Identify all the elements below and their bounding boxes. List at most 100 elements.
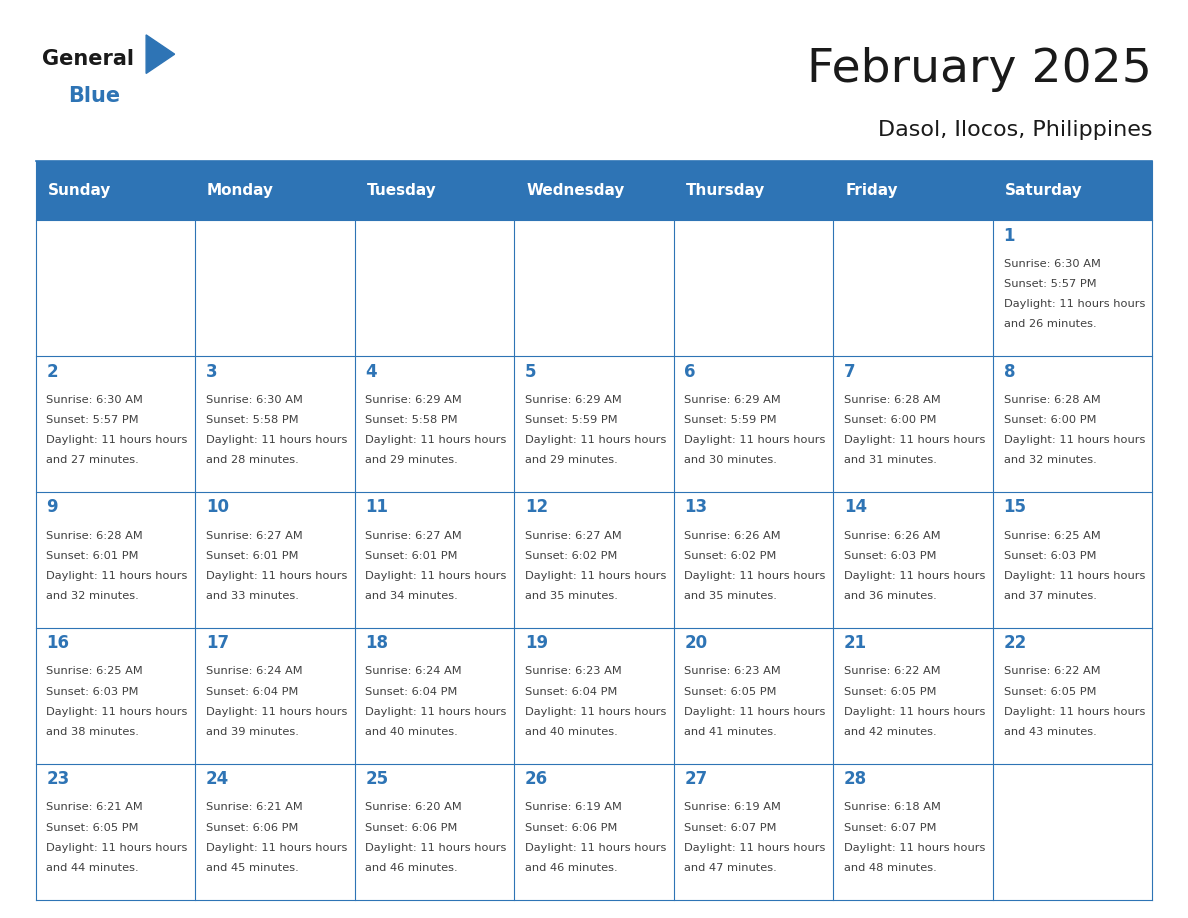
Text: Sunrise: 6:23 AM: Sunrise: 6:23 AM xyxy=(525,666,621,677)
Bar xyxy=(195,492,355,628)
Text: Daylight: 11 hours hours: Daylight: 11 hours hours xyxy=(843,435,985,445)
Text: and 35 minutes.: and 35 minutes. xyxy=(525,591,618,601)
Text: General: General xyxy=(42,49,133,69)
Text: 25: 25 xyxy=(366,770,388,789)
Text: 24: 24 xyxy=(206,770,229,789)
Bar xyxy=(195,161,355,220)
Text: Sunrise: 6:29 AM: Sunrise: 6:29 AM xyxy=(366,395,462,405)
Text: Sunrise: 6:28 AM: Sunrise: 6:28 AM xyxy=(843,395,941,405)
Text: Sunset: 6:04 PM: Sunset: 6:04 PM xyxy=(206,687,298,697)
Bar xyxy=(674,161,833,220)
Bar xyxy=(36,356,195,492)
Text: and 35 minutes.: and 35 minutes. xyxy=(684,591,777,601)
Text: Sunset: 6:02 PM: Sunset: 6:02 PM xyxy=(684,551,777,561)
Text: Sunrise: 6:21 AM: Sunrise: 6:21 AM xyxy=(206,802,303,812)
Text: Sunrise: 6:26 AM: Sunrise: 6:26 AM xyxy=(684,531,781,541)
Text: and 46 minutes.: and 46 minutes. xyxy=(525,863,618,873)
Text: Daylight: 11 hours hours: Daylight: 11 hours hours xyxy=(206,571,347,581)
Text: Daylight: 11 hours hours: Daylight: 11 hours hours xyxy=(206,707,347,717)
Text: Daylight: 11 hours hours: Daylight: 11 hours hours xyxy=(843,571,985,581)
Text: and 46 minutes.: and 46 minutes. xyxy=(366,863,459,873)
Bar xyxy=(195,628,355,764)
Text: Sunrise: 6:24 AM: Sunrise: 6:24 AM xyxy=(206,666,303,677)
Text: Sunset: 6:01 PM: Sunset: 6:01 PM xyxy=(206,551,298,561)
Text: Sunrise: 6:21 AM: Sunrise: 6:21 AM xyxy=(46,802,143,812)
Text: 21: 21 xyxy=(843,634,867,653)
Text: Sunrise: 6:26 AM: Sunrise: 6:26 AM xyxy=(843,531,941,541)
Text: and 48 minutes.: and 48 minutes. xyxy=(843,863,937,873)
Text: 19: 19 xyxy=(525,634,548,653)
Text: Sunset: 6:03 PM: Sunset: 6:03 PM xyxy=(46,687,139,697)
Text: Sunset: 6:01 PM: Sunset: 6:01 PM xyxy=(46,551,139,561)
Text: Sunrise: 6:19 AM: Sunrise: 6:19 AM xyxy=(684,802,782,812)
Text: and 45 minutes.: and 45 minutes. xyxy=(206,863,298,873)
Text: Sunset: 6:07 PM: Sunset: 6:07 PM xyxy=(684,823,777,833)
Text: Dasol, Ilocos, Philippines: Dasol, Ilocos, Philippines xyxy=(878,119,1152,140)
Text: Sunset: 6:05 PM: Sunset: 6:05 PM xyxy=(1004,687,1097,697)
Text: Sunrise: 6:28 AM: Sunrise: 6:28 AM xyxy=(46,531,143,541)
Bar xyxy=(993,492,1152,628)
Text: Monday: Monday xyxy=(207,183,274,198)
Text: Sunrise: 6:18 AM: Sunrise: 6:18 AM xyxy=(843,802,941,812)
Text: Sunrise: 6:27 AM: Sunrise: 6:27 AM xyxy=(206,531,303,541)
Text: and 39 minutes.: and 39 minutes. xyxy=(206,727,298,737)
Text: Daylight: 11 hours hours: Daylight: 11 hours hours xyxy=(46,843,188,853)
Bar xyxy=(355,161,514,220)
Text: Sunset: 6:05 PM: Sunset: 6:05 PM xyxy=(684,687,777,697)
Bar xyxy=(355,764,514,900)
Text: 17: 17 xyxy=(206,634,229,653)
Text: Sunset: 6:03 PM: Sunset: 6:03 PM xyxy=(1004,551,1097,561)
Text: 28: 28 xyxy=(843,770,867,789)
Text: 27: 27 xyxy=(684,770,708,789)
Text: and 29 minutes.: and 29 minutes. xyxy=(525,455,618,465)
Text: 15: 15 xyxy=(1004,498,1026,517)
Bar xyxy=(36,764,195,900)
Text: and 30 minutes.: and 30 minutes. xyxy=(684,455,777,465)
Bar xyxy=(514,356,674,492)
Text: Daylight: 11 hours hours: Daylight: 11 hours hours xyxy=(206,843,347,853)
Text: Sunset: 6:06 PM: Sunset: 6:06 PM xyxy=(206,823,298,833)
Text: 26: 26 xyxy=(525,770,548,789)
Text: Daylight: 11 hours hours: Daylight: 11 hours hours xyxy=(1004,435,1145,445)
Text: Sunset: 5:59 PM: Sunset: 5:59 PM xyxy=(684,415,777,425)
Text: 18: 18 xyxy=(366,634,388,653)
Bar xyxy=(833,764,993,900)
Text: Sunset: 6:06 PM: Sunset: 6:06 PM xyxy=(525,823,618,833)
Text: Sunrise: 6:30 AM: Sunrise: 6:30 AM xyxy=(46,395,144,405)
Text: Daylight: 11 hours hours: Daylight: 11 hours hours xyxy=(525,843,666,853)
Text: Sunset: 6:03 PM: Sunset: 6:03 PM xyxy=(843,551,936,561)
Bar xyxy=(355,356,514,492)
Text: 10: 10 xyxy=(206,498,229,517)
Text: Sunset: 6:07 PM: Sunset: 6:07 PM xyxy=(843,823,936,833)
Text: Daylight: 11 hours hours: Daylight: 11 hours hours xyxy=(366,843,507,853)
Bar xyxy=(514,161,674,220)
Text: Sunrise: 6:22 AM: Sunrise: 6:22 AM xyxy=(1004,666,1100,677)
Text: Tuesday: Tuesday xyxy=(367,183,436,198)
Text: Daylight: 11 hours hours: Daylight: 11 hours hours xyxy=(1004,707,1145,717)
Bar xyxy=(195,220,355,356)
Text: Sunset: 5:59 PM: Sunset: 5:59 PM xyxy=(525,415,618,425)
Text: Sunrise: 6:25 AM: Sunrise: 6:25 AM xyxy=(46,666,143,677)
Text: Sunrise: 6:24 AM: Sunrise: 6:24 AM xyxy=(366,666,462,677)
Text: 4: 4 xyxy=(366,363,377,381)
Text: Wednesday: Wednesday xyxy=(526,183,625,198)
Text: Daylight: 11 hours hours: Daylight: 11 hours hours xyxy=(1004,571,1145,581)
Text: 12: 12 xyxy=(525,498,548,517)
Text: Sunrise: 6:27 AM: Sunrise: 6:27 AM xyxy=(366,531,462,541)
Text: and 43 minutes.: and 43 minutes. xyxy=(1004,727,1097,737)
Text: Sunset: 6:05 PM: Sunset: 6:05 PM xyxy=(46,823,139,833)
Text: and 32 minutes.: and 32 minutes. xyxy=(1004,455,1097,465)
Text: Daylight: 11 hours hours: Daylight: 11 hours hours xyxy=(843,707,985,717)
Text: and 27 minutes.: and 27 minutes. xyxy=(46,455,139,465)
Text: Sunset: 6:04 PM: Sunset: 6:04 PM xyxy=(366,687,457,697)
Text: Daylight: 11 hours hours: Daylight: 11 hours hours xyxy=(46,571,188,581)
Text: Sunset: 6:04 PM: Sunset: 6:04 PM xyxy=(525,687,618,697)
Text: Daylight: 11 hours hours: Daylight: 11 hours hours xyxy=(843,843,985,853)
Text: 23: 23 xyxy=(46,770,70,789)
Text: Daylight: 11 hours hours: Daylight: 11 hours hours xyxy=(366,435,507,445)
Text: 6: 6 xyxy=(684,363,696,381)
Text: Sunrise: 6:25 AM: Sunrise: 6:25 AM xyxy=(1004,531,1100,541)
Text: Sunset: 6:00 PM: Sunset: 6:00 PM xyxy=(1004,415,1097,425)
Text: Sunset: 5:57 PM: Sunset: 5:57 PM xyxy=(1004,279,1097,289)
Bar xyxy=(36,628,195,764)
